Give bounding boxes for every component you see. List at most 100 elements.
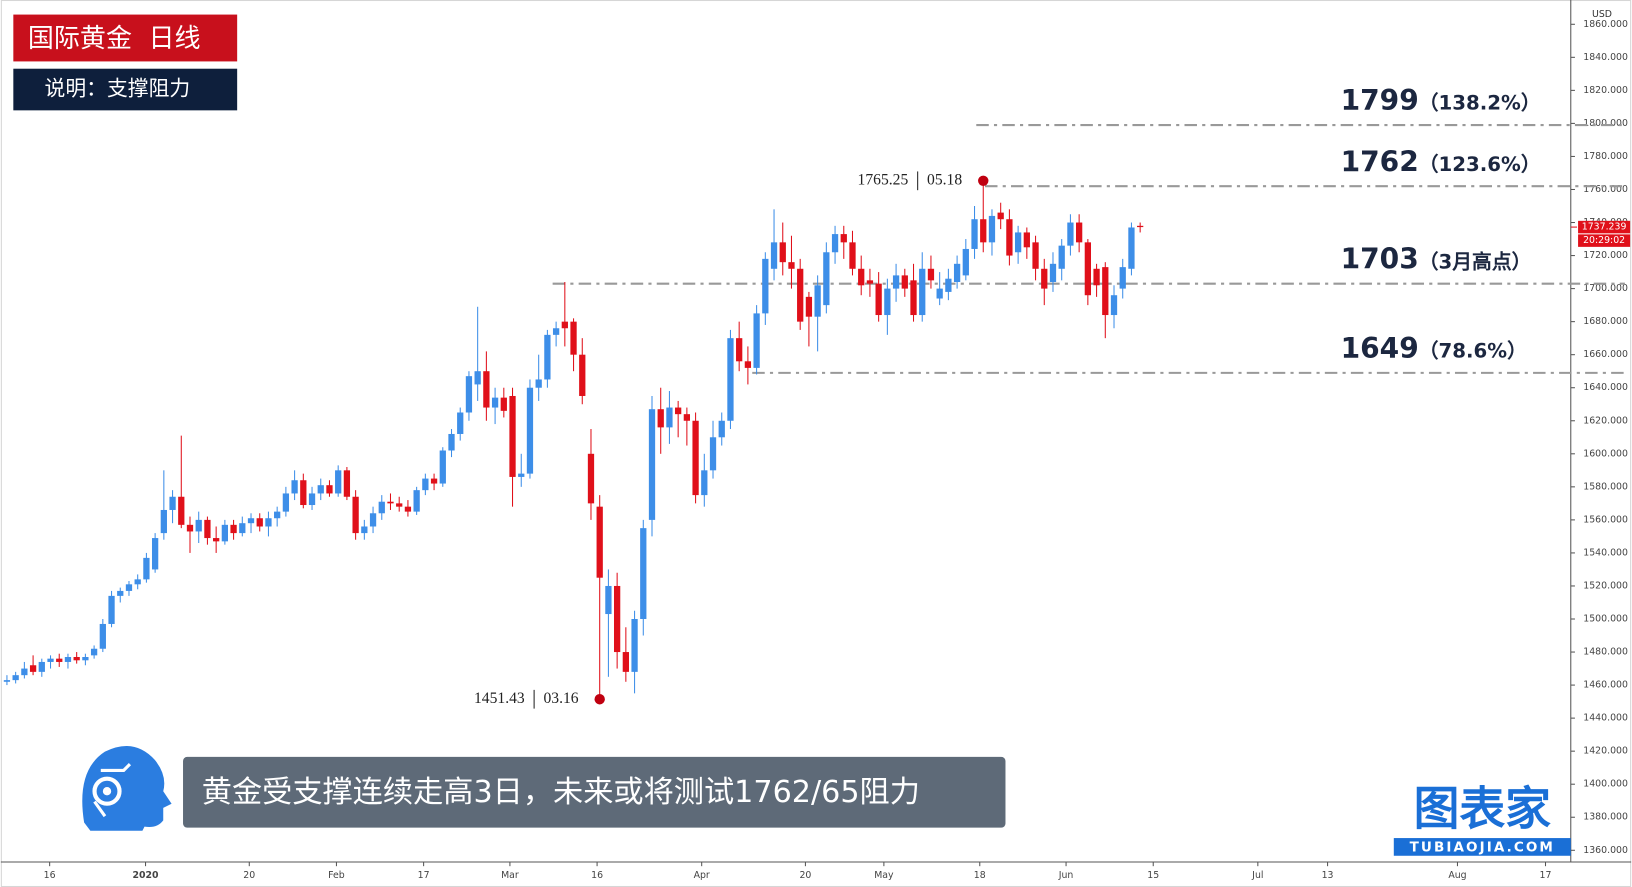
y-tick-label: 1360.000 <box>1583 845 1628 856</box>
candle-body <box>675 407 682 415</box>
candle-body <box>204 519 211 539</box>
y-tick-label: 1420.000 <box>1583 746 1628 757</box>
x-tick-label: Aug <box>1448 870 1466 881</box>
candle-body <box>12 675 19 681</box>
candle-body <box>1014 232 1022 253</box>
x-tick-label: 17 <box>1540 870 1552 881</box>
x-tick-label: 20 <box>799 870 811 881</box>
candle-body <box>953 263 961 282</box>
candle-body <box>1058 245 1065 269</box>
candle-body <box>247 518 255 524</box>
x-tick-label: Mar <box>501 870 519 881</box>
candle-body <box>195 519 202 532</box>
chart-subtitle: 说明：支撑阻力 <box>45 77 191 101</box>
level-value: 1799 <box>1341 84 1419 117</box>
candle-body <box>99 623 106 649</box>
candle-body <box>326 485 333 494</box>
y-tick-label: 1540.000 <box>1583 547 1628 558</box>
candle-body <box>631 619 638 672</box>
candle-body <box>378 501 385 514</box>
candle-body <box>762 258 769 314</box>
candle-body <box>1110 295 1118 316</box>
extreme-dot <box>978 175 989 187</box>
candle-body <box>1084 242 1091 296</box>
candle-body <box>178 496 185 525</box>
candle-body <box>56 658 63 662</box>
candle-body <box>221 524 229 542</box>
x-tick-label: 16 <box>44 870 56 881</box>
candle-body <box>500 397 507 411</box>
candle-body <box>605 585 612 615</box>
candle-body <box>622 652 629 672</box>
candle-body <box>387 501 394 504</box>
candle-body <box>448 433 455 451</box>
candle-body <box>404 506 412 512</box>
candle-body <box>317 485 324 494</box>
x-tick-label: Jun <box>1058 870 1074 881</box>
candle-body <box>805 296 813 317</box>
last-price-box <box>1578 220 1631 234</box>
candle-body <box>936 288 943 299</box>
candle-body <box>875 283 882 316</box>
candle-body <box>988 215 996 243</box>
candle-body <box>1023 232 1030 248</box>
levels: 1799 （138.2%） 1762 （123.6%） 1703 （3月高点） 1649 （7… <box>552 84 1625 374</box>
candle-body <box>361 526 368 534</box>
candle-body <box>465 376 473 413</box>
candle-body <box>997 212 1004 220</box>
candle-body <box>1076 222 1083 243</box>
candle-body <box>945 278 952 292</box>
candle-body <box>971 219 978 249</box>
brand-name: 图表家 <box>1414 782 1552 836</box>
x-tick-label: May <box>874 870 894 881</box>
candle-body <box>430 478 438 484</box>
candle-body <box>369 513 377 527</box>
candle-body <box>64 657 72 662</box>
candle-body <box>1128 227 1135 269</box>
x-tick-label: 2020 <box>133 870 160 881</box>
level-value: 1649 <box>1341 332 1419 365</box>
candle-body <box>753 313 760 368</box>
brand-url: TUBIAOJIA.COM <box>1410 839 1555 855</box>
candle-body <box>1041 268 1048 289</box>
candle-body <box>892 275 900 289</box>
y-tick-label: 1660.000 <box>1583 349 1628 360</box>
y-tick-label: 1620.000 <box>1583 415 1628 426</box>
candle-body <box>1067 222 1074 246</box>
level-value: 1762 <box>1341 145 1419 178</box>
candle-body <box>213 538 220 542</box>
candles <box>3 180 1144 700</box>
candle-body <box>291 480 298 494</box>
y-tick-label: 1820.000 <box>1583 85 1628 96</box>
candle-body <box>457 412 464 434</box>
candle-body <box>640 528 647 620</box>
candle-body <box>727 338 734 421</box>
extreme-value: 1765.25 <box>858 171 909 188</box>
candle-body <box>526 387 534 474</box>
candle-body <box>683 414 691 421</box>
candle-body <box>1032 242 1039 269</box>
candle-body <box>831 234 839 253</box>
x-tick-label: 13 <box>1322 870 1334 881</box>
countdown: 20:29:02 <box>1583 235 1625 246</box>
y-tick-label: 1800.000 <box>1583 118 1628 129</box>
candle-body <box>308 493 316 506</box>
candle-body <box>718 420 725 438</box>
level-note: （3月高点） <box>1419 250 1532 273</box>
candle-body <box>422 478 429 491</box>
caption-box <box>183 756 1006 828</box>
candle-body <box>239 523 246 534</box>
extreme-value: 1451.43 <box>474 690 525 707</box>
candle-body <box>274 511 281 519</box>
candle-body <box>648 409 656 520</box>
y-tick-label: 1460.000 <box>1583 680 1628 691</box>
level-value: 1703 <box>1341 243 1419 276</box>
candle-body <box>160 509 167 534</box>
candle-body <box>352 496 359 534</box>
candle-body <box>709 437 717 471</box>
x-tick-label: 17 <box>418 870 430 881</box>
candle-body <box>770 242 778 269</box>
candle-body <box>1119 267 1126 289</box>
extreme-dot <box>594 694 605 705</box>
